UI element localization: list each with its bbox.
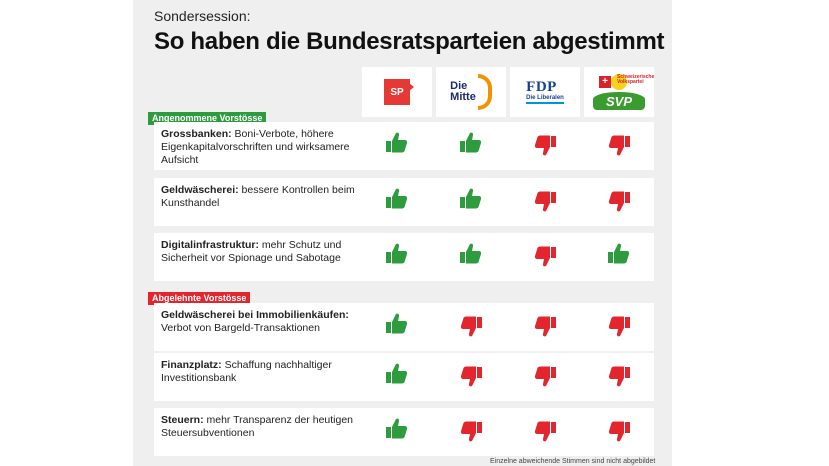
row-label: Geldwäscherei: bessere Kontrollen beim K…: [161, 184, 361, 210]
thumbs-down-icon: [531, 130, 559, 163]
thumbs-up-icon: [383, 130, 411, 163]
vote-cell-die-mitte: [436, 178, 506, 226]
vote-cell-fdp: [510, 233, 580, 281]
vote-cell-fdp: [510, 408, 580, 456]
row-label: Geldwäscherei bei Immobilienkäufen: Verb…: [161, 309, 361, 335]
thumbs-up-icon: [457, 186, 485, 219]
table-row: Digitalinfrastruktur: mehr Schutz und Si…: [154, 233, 654, 281]
row-label: Steuern: mehr Transparenz der heutigen S…: [161, 414, 361, 440]
thumbs-up-icon: [383, 186, 411, 219]
thumbs-up-icon: [383, 416, 411, 449]
vote-cell-sp: [362, 122, 432, 170]
row-label: Grossbanken: Boni-Verbote, höhere Eigenk…: [161, 128, 361, 167]
svp-logo-tag2: Volkspartei: [617, 79, 644, 85]
vote-cell-die-mitte: [436, 408, 506, 456]
thumbs-down-icon: [605, 311, 633, 344]
vote-cell-sp: [362, 303, 432, 351]
row-description: bessere Kontrollen beim Kunsthandel: [161, 184, 355, 209]
thumbs-down-icon: [605, 361, 633, 394]
row-description: mehr Transparenz der heutigen Steuersubv…: [161, 414, 354, 439]
row-topic: Geldwäscherei:: [161, 184, 239, 196]
sp-logo: SP: [384, 79, 414, 105]
thumbs-up-icon: [383, 361, 411, 394]
table-row: Geldwäscherei bei Immobilienkäufen: Verb…: [154, 303, 654, 351]
vote-cell-svp: [584, 122, 654, 170]
thumbs-down-icon: [605, 130, 633, 163]
row-description: mehr Schutz und Sicherheit vor Spionage …: [161, 239, 342, 264]
vote-cell-sp: [362, 178, 432, 226]
mitte-logo: Die Mitte: [450, 74, 492, 110]
row-topic: Steuern:: [161, 414, 204, 426]
vote-cell-die-mitte: [436, 353, 506, 401]
vote-cell-svp: [584, 303, 654, 351]
vote-cell-svp: [584, 178, 654, 226]
table-row: Finanzplatz: Schaffung nachhaltiger Inve…: [154, 353, 654, 401]
row-topic: Finanzplatz:: [161, 359, 222, 371]
svp-logo-text: SVP: [593, 92, 645, 110]
vote-cell-fdp: [510, 122, 580, 170]
thumbs-down-icon: [605, 186, 633, 219]
thumbs-down-icon: [457, 361, 485, 394]
row-description: Schaffung nachhaltiger Investitionsbank: [161, 359, 332, 384]
vote-cell-svp: [584, 233, 654, 281]
row-topic: Digitalinfrastruktur:: [161, 239, 260, 251]
row-description: Boni-Verbote, höhere Eigenkapitalvorschr…: [161, 128, 350, 166]
thumbs-up-icon: [383, 241, 411, 274]
party-logo-mitte: Die Mitte: [436, 67, 506, 117]
party-logo-fdp: FDP Die Liberalen: [510, 67, 580, 117]
vote-cell-die-mitte: [436, 233, 506, 281]
vote-cell-fdp: [510, 303, 580, 351]
thumbs-down-icon: [457, 311, 485, 344]
fdp-logo: FDP Die Liberalen: [526, 80, 564, 104]
party-logo-sp: SP: [362, 67, 432, 117]
page-title: So haben die Bundesratsparteien abgestim…: [154, 28, 665, 55]
thumbs-up-icon: [457, 241, 485, 274]
thumbs-up-icon: [605, 241, 633, 274]
vote-cell-die-mitte: [436, 303, 506, 351]
vote-cell-svp: [584, 353, 654, 401]
vote-cell-sp: [362, 233, 432, 281]
thumbs-down-icon: [531, 361, 559, 394]
fdp-logo-sub: Die Liberalen: [526, 95, 564, 104]
row-label: Finanzplatz: Schaffung nachhaltiger Inve…: [161, 359, 361, 385]
thumbs-down-icon: [531, 311, 559, 344]
party-logo-svp: + Schweizerische Volkspartei SVP: [584, 67, 654, 117]
row-topic: Geldwäscherei bei Immobilienkäufen:: [161, 309, 349, 321]
thumbs-up-icon: [457, 130, 485, 163]
footnote: Einzelne abweichende Stimmen sind nicht …: [490, 458, 656, 465]
thumbs-down-icon: [457, 416, 485, 449]
section-tag-rejected: Abgelehnte Vorstösse: [148, 292, 251, 305]
mitte-logo-line2: Mitte: [450, 91, 476, 103]
thumbs-down-icon: [531, 186, 559, 219]
svp-logo: + Schweizerische Volkspartei SVP: [593, 74, 654, 110]
fdp-logo-text: FDP: [526, 79, 557, 95]
table-row: Grossbanken: Boni-Verbote, höhere Eigenk…: [154, 122, 654, 170]
row-topic: Grossbanken:: [161, 128, 232, 140]
thumbs-down-icon: [531, 241, 559, 274]
section-tag-accepted: Angenommene Vorstösse: [148, 112, 267, 125]
thumbs-down-icon: [605, 416, 633, 449]
vote-cell-fdp: [510, 353, 580, 401]
mitte-arc-icon: [477, 74, 492, 110]
table-row: Steuern: mehr Transparenz der heutigen S…: [154, 408, 654, 456]
table-row: Geldwäscherei: bessere Kontrollen beim K…: [154, 178, 654, 226]
sun-icon: [611, 74, 627, 90]
vote-cell-fdp: [510, 178, 580, 226]
svp-logo-tag1: Schweizerische: [617, 74, 655, 80]
vote-cell-sp: [362, 353, 432, 401]
thumbs-up-icon: [383, 311, 411, 344]
vote-cell-svp: [584, 408, 654, 456]
thumbs-down-icon: [531, 416, 559, 449]
row-label: Digitalinfrastruktur: mehr Schutz und Si…: [161, 239, 361, 265]
swiss-cross-icon: +: [599, 76, 611, 88]
row-description: Verbot von Bargeld-Transaktionen: [161, 322, 320, 334]
eyebrow: Sondersession:: [154, 8, 251, 24]
vote-cell-sp: [362, 408, 432, 456]
mitte-logo-line1: Die: [450, 80, 468, 92]
vote-cell-die-mitte: [436, 122, 506, 170]
